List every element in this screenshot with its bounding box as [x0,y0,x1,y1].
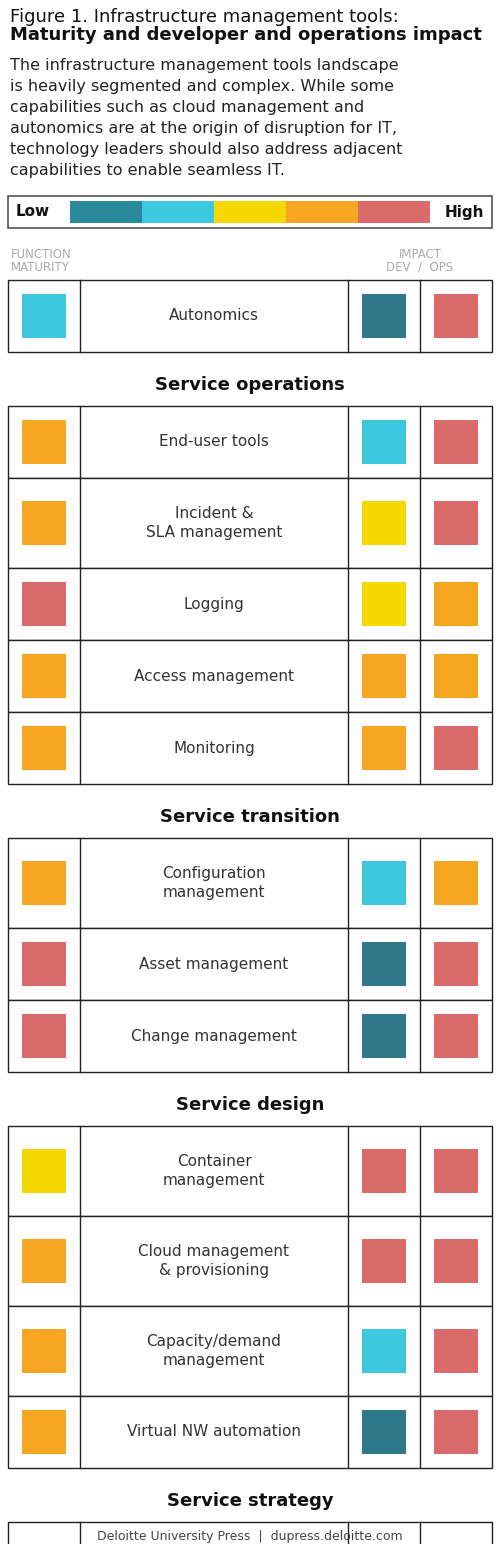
Bar [22,1149,66,1194]
Text: Logging: Logging [184,596,244,611]
Bar [22,500,66,545]
Bar [434,500,478,545]
Bar [434,726,478,770]
Bar [362,420,406,465]
Text: FUNCTION: FUNCTION [11,249,72,261]
Bar [434,1238,478,1283]
Bar [8,928,492,1001]
Bar [8,641,492,712]
Bar [22,942,66,987]
Bar [362,1329,406,1373]
Bar [8,1001,492,1072]
Bar [434,582,478,625]
Bar [22,1329,66,1373]
Bar [8,196,492,229]
Text: Access management: Access management [134,669,294,684]
Bar [434,420,478,465]
Bar [434,293,478,338]
Bar [8,406,492,479]
Bar [8,279,492,352]
Text: Configuration
management: Configuration management [162,866,266,900]
Text: Incident &
SLA management: Incident & SLA management [146,506,282,540]
Text: Capacity/demand
management: Capacity/demand management [146,1334,282,1368]
Bar [22,420,66,465]
Text: Virtual NW automation: Virtual NW automation [127,1425,301,1439]
Text: Service operations: Service operations [155,377,345,394]
Text: IMPACT: IMPACT [398,249,442,261]
Bar [362,582,406,625]
Bar [358,201,430,222]
Bar [8,838,492,928]
Text: Figure 1. Infrastructure management tools:: Figure 1. Infrastructure management tool… [10,8,399,26]
Bar [286,201,358,222]
Text: Monitoring: Monitoring [173,741,255,755]
Bar [22,1410,66,1454]
Bar [434,1149,478,1194]
Bar [70,201,142,222]
Text: Cloud management
& provisioning: Cloud management & provisioning [138,1244,290,1278]
Bar [8,1126,492,1217]
Text: Asset management: Asset management [140,956,288,971]
Bar [434,942,478,987]
Text: The infrastructure management tools landscape
is heavily segmented and complex. : The infrastructure management tools land… [10,59,402,178]
Text: Change management: Change management [131,1028,297,1044]
Bar [434,862,478,905]
Text: Service transition: Service transition [160,808,340,826]
Bar [434,1410,478,1454]
Bar [22,862,66,905]
Bar [362,293,406,338]
Bar [8,1306,492,1396]
Text: High: High [444,204,484,219]
Text: Service strategy: Service strategy [166,1492,334,1510]
Text: Service design: Service design [176,1096,324,1115]
Bar [22,1238,66,1283]
Bar [22,582,66,625]
Bar [8,1396,492,1468]
Bar [22,293,66,338]
Text: Container
management: Container management [163,1153,265,1187]
Bar [362,655,406,698]
Bar [362,1410,406,1454]
Bar [142,201,214,222]
Bar [434,1329,478,1373]
Bar [362,1014,406,1058]
Bar [362,942,406,987]
Bar [362,1238,406,1283]
Text: Maturity and developer and operations impact: Maturity and developer and operations im… [10,26,482,43]
Bar [22,726,66,770]
Text: Low: Low [16,204,50,219]
Bar [434,1014,478,1058]
Bar [362,862,406,905]
Bar [214,201,286,222]
Bar [8,1522,492,1544]
Bar [362,726,406,770]
Text: End-user tools: End-user tools [159,434,269,449]
Text: DEV  /  OPS: DEV / OPS [386,261,454,273]
Bar [8,479,492,568]
Text: Deloitte University Press  |  dupress.deloitte.com: Deloitte University Press | dupress.delo… [97,1530,403,1542]
Bar [22,1014,66,1058]
Bar [22,655,66,698]
Bar [8,568,492,641]
Text: Autonomics: Autonomics [169,309,259,324]
Bar [8,1217,492,1306]
Bar [362,1149,406,1194]
Bar [362,500,406,545]
Bar [434,655,478,698]
Bar [8,712,492,784]
Text: MATURITY: MATURITY [11,261,70,273]
